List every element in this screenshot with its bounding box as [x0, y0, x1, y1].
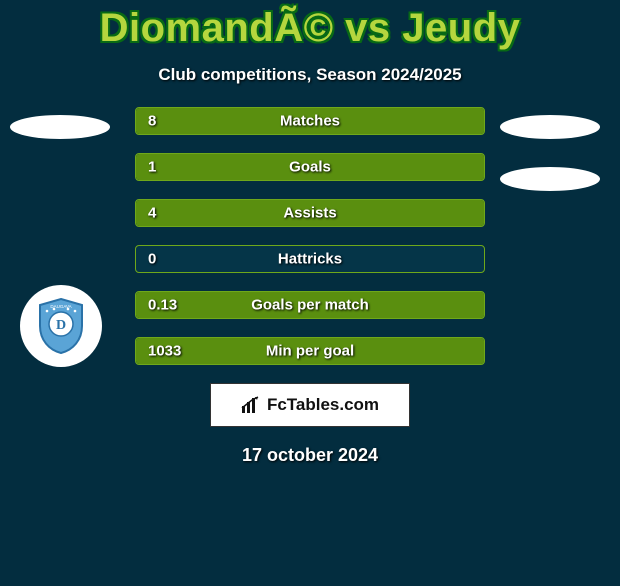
left-player-photo-slot	[10, 115, 110, 139]
stat-row: 8 Matches	[135, 107, 485, 135]
fctables-label: FcTables.com	[267, 395, 379, 415]
stat-value-left: 8	[148, 113, 156, 130]
snapshot-date: 17 october 2024	[0, 445, 620, 466]
stat-label: Goals	[289, 159, 331, 176]
comparison-area: D DAUGAVA 8 Matches 1 Goals 4 Assists 0 Hattric…	[0, 107, 620, 466]
stat-label: Hattricks	[278, 251, 342, 268]
stat-value-left: 1	[148, 159, 156, 176]
stat-row: 0 Hattricks	[135, 245, 485, 273]
right-player-photo-slot-2	[500, 167, 600, 191]
bar-chart-icon	[241, 396, 263, 414]
shield-icon: D DAUGAVA	[37, 298, 85, 354]
page-title: DiomandÃ© vs Jeudy	[0, 6, 620, 51]
stat-value-left: 4	[148, 205, 156, 222]
stat-label: Matches	[280, 113, 340, 130]
stat-row: 1 Goals	[135, 153, 485, 181]
stat-row: 1033 Min per goal	[135, 337, 485, 365]
fctables-watermark: FcTables.com	[210, 383, 410, 427]
left-player-club-crest: D DAUGAVA	[20, 285, 102, 367]
crest-letter: D	[56, 318, 66, 333]
stat-value-left: 0	[148, 251, 156, 268]
stat-label: Goals per match	[251, 297, 369, 314]
page-subtitle: Club competitions, Season 2024/2025	[0, 65, 620, 85]
stat-row: 0.13 Goals per match	[135, 291, 485, 319]
stat-label: Min per goal	[266, 343, 354, 360]
stat-row: 4 Assists	[135, 199, 485, 227]
right-player-photo-slot-1	[500, 115, 600, 139]
stat-label: Assists	[283, 205, 336, 222]
stat-value-left: 0.13	[148, 297, 177, 314]
stat-value-left: 1033	[148, 343, 181, 360]
